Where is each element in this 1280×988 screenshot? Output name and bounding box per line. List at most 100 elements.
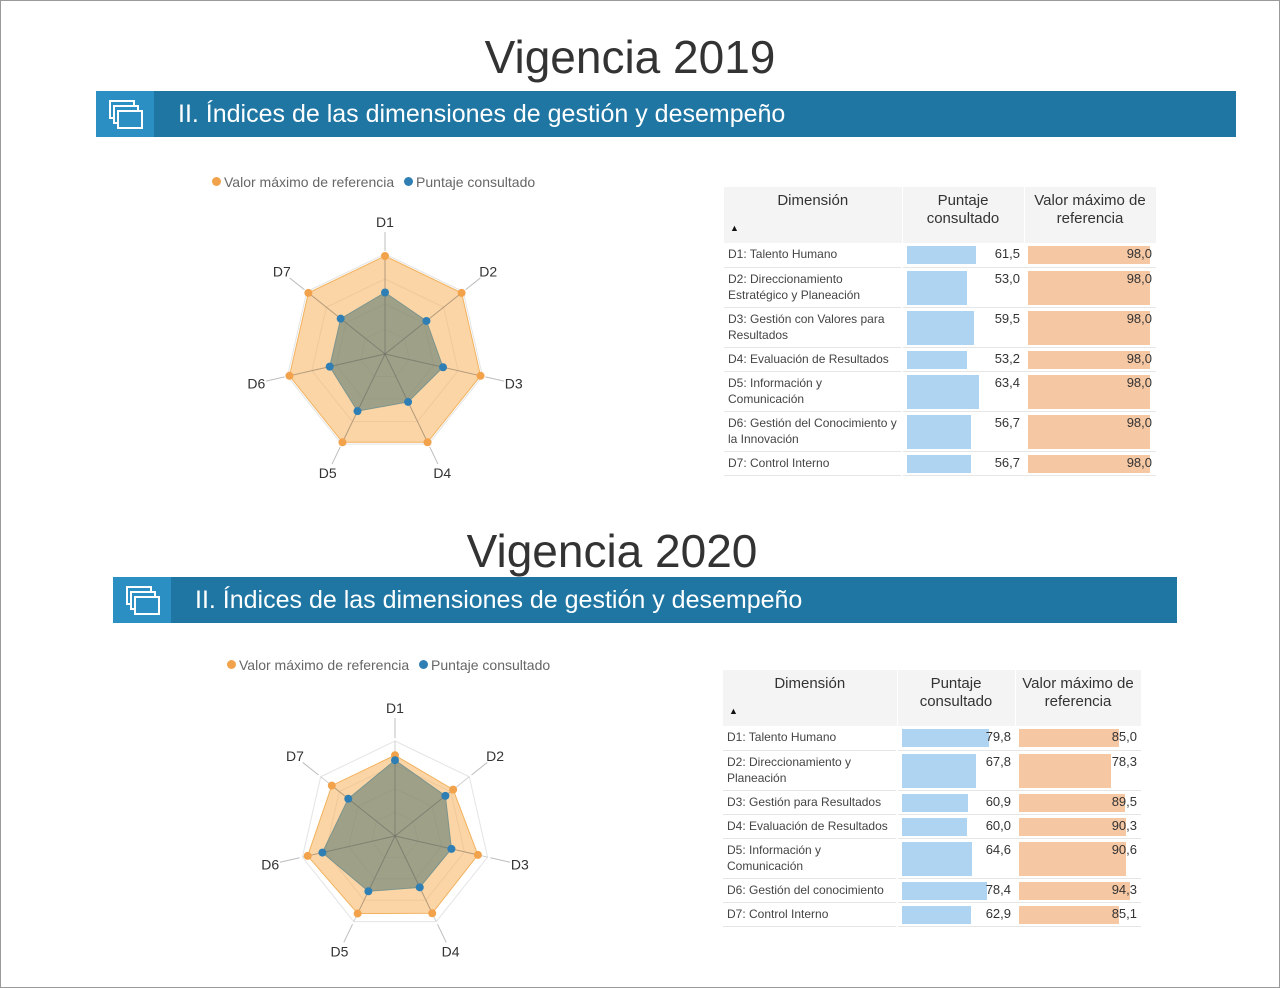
axis-label-D1: D1 [376,214,394,230]
sort-ascending-icon[interactable]: ▲ [729,706,738,716]
score-bar [907,246,977,264]
reference-cell: 94,3 [1015,878,1141,903]
reference-point-D2[interactable] [449,785,458,794]
score-bar [907,454,972,473]
score-bar [907,270,967,305]
axis-spoke-inner [394,835,479,856]
score-point-D5[interactable] [353,407,362,416]
column-header-reference[interactable]: Valor máximo de referencia [1024,187,1157,243]
score-point-D5[interactable] [364,887,373,896]
reference-value: 90,3 [1111,817,1137,833]
reference-bar [1028,270,1150,305]
reference-point-D7[interactable] [327,781,336,790]
table-row: D1: Talento Humano 79,8 85,0 [723,726,1141,751]
axis-spoke-inner [384,353,428,443]
label-leader [490,857,511,863]
dimension-cell: D3: Gestión con Valores para Resultados [724,307,903,348]
dimension-cell: D7: Control Interno [723,902,898,927]
stacked-windows-icon [96,91,154,137]
legend-score-marker [419,660,429,669]
sort-ascending-icon[interactable]: ▲ [730,223,739,233]
reference-bar [1019,753,1112,788]
chart-legend[interactable]: Valor máximo de referencia Puntaje consu… [227,657,550,673]
column-header-score[interactable]: Puntaje consultado [897,670,1016,726]
score-value: 56,7 [994,454,1020,470]
table-row: D6: Gestión del Conocimiento y la Innova… [724,411,1156,452]
column-header-score[interactable]: Puntaje consultado [902,187,1025,243]
score-point-D7[interactable] [336,314,345,323]
axis-spoke-inner [289,353,386,377]
label-leader [343,923,353,943]
reference-cell: 89,5 [1015,790,1141,815]
legend-score-marker [404,177,414,186]
column-header-dimension[interactable]: Dimensión ▲ [723,670,898,726]
score-value: 62,9 [985,905,1011,921]
score-cell: 53,0 [902,267,1024,308]
score-bar [902,817,968,836]
dimensions-table-2020: Dimensión ▲ Puntaje consultado Valor máxi… [723,670,1142,927]
reference-cell: 98,0 [1024,267,1156,308]
reference-point-D5[interactable] [338,438,347,447]
score-point-D7[interactable] [344,794,353,803]
axis-label-D6: D6 [247,375,265,391]
reference-point-D2[interactable] [457,288,466,297]
score-cell: 59,5 [902,307,1024,348]
reference-cell: 85,1 [1015,902,1141,927]
axis-label-D3: D3 [511,856,529,872]
score-bar [907,414,972,449]
chart-legend[interactable]: Valor máximo de referencia Puntaje consu… [212,174,535,190]
table-row: D7: Control Interno 56,7 98,0 [724,451,1156,476]
table-row: D1: Talento Humano 61,5 98,0 [724,243,1156,268]
reference-bar [1028,350,1150,369]
score-point-D4[interactable] [415,883,424,892]
score-point-D6[interactable] [318,848,327,857]
reference-value: 90,6 [1111,841,1137,857]
reference-bar [1028,310,1150,345]
reference-cell: 78,3 [1015,750,1141,791]
radar-chart-2019[interactable]: D1 D2 D3 D4 D5 D6 D7 [0,0,720,500]
reference-point-D5[interactable] [353,909,362,918]
legend-reference-label: Valor máximo de referencia [239,657,410,673]
legend-reference-marker [212,177,221,186]
score-point-D4[interactable] [404,397,413,406]
reference-point-D1[interactable] [381,252,389,260]
reference-point-D6[interactable] [285,371,294,380]
reference-point-D3[interactable] [473,850,482,859]
score-value: 53,0 [994,270,1020,286]
score-cell: 67,8 [897,750,1015,791]
axis-label-D6: D6 [261,856,279,872]
reference-cell: 90,6 [1015,838,1141,879]
score-point-D1[interactable] [381,288,389,297]
reference-value: 98,0 [1126,374,1152,390]
radar-chart-2020[interactable]: D1 D2 D3 D4 D5 D6 D7 [0,0,720,988]
reference-point-D4[interactable] [428,909,437,918]
score-bar [907,350,968,369]
reference-bar [1028,374,1150,409]
score-point-D1[interactable] [391,756,399,765]
reference-point-D6[interactable] [303,851,312,860]
label-leader [471,762,488,776]
reference-value: 98,0 [1126,350,1152,366]
reference-point-D7[interactable] [304,288,313,297]
label-leader [465,277,481,291]
column-header-reference[interactable]: Valor máximo de referencia [1015,670,1142,726]
reference-value: 94,3 [1111,881,1137,897]
score-point-D3[interactable] [447,844,456,853]
score-cell: 61,5 [902,243,1024,268]
score-point-D2[interactable] [422,316,431,325]
reference-point-D4[interactable] [423,438,432,447]
legend-reference-label: Valor máximo de referencia [224,174,395,190]
score-point-D3[interactable] [439,363,448,372]
score-cell: 60,0 [897,814,1015,839]
reference-cell: 98,0 [1024,243,1156,268]
score-value: 61,5 [994,246,1020,261]
score-point-D6[interactable] [325,362,334,371]
section-banner-2020: II. Índices de las dimensiones de gestió… [113,577,1177,623]
label-leader [485,376,505,382]
reference-point-D3[interactable] [476,371,485,380]
reference-cell: 90,3 [1015,814,1141,839]
axis-label-D7: D7 [286,748,304,764]
score-point-D2[interactable] [441,791,450,800]
score-bar [907,374,979,409]
column-header-dimension[interactable]: Dimensión ▲ [724,187,903,243]
